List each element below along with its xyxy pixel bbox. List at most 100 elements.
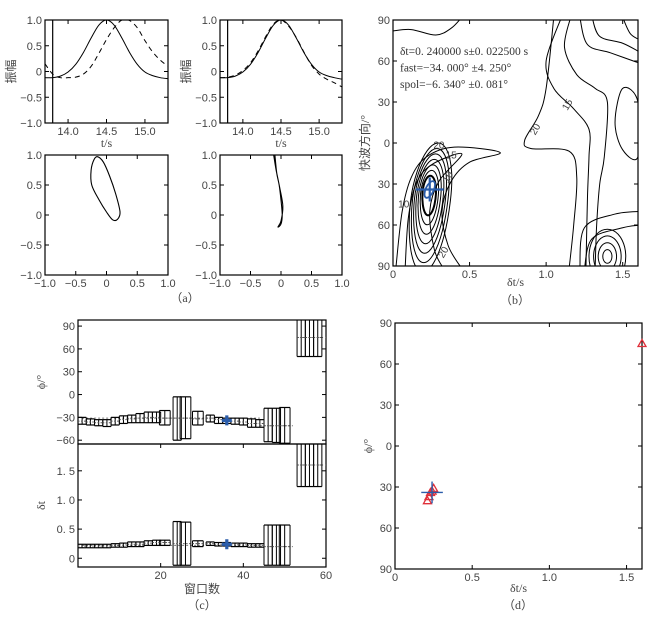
contour-line: [593, 235, 622, 266]
contour-line: [597, 242, 618, 266]
error-bar: [143, 540, 153, 547]
error-bar: [313, 444, 323, 488]
error-bar: [94, 543, 104, 549]
error-bar: [179, 396, 192, 440]
contour-line: [393, 20, 461, 36]
contour-line: [421, 174, 438, 217]
particle-motion-line: [90, 156, 121, 222]
contour-line: [563, 20, 609, 266]
dashed-waveform-line: [220, 20, 342, 88]
contour-line: [579, 20, 638, 64]
x-tick-label: 1.5: [619, 572, 634, 584]
plot-frame: [44, 154, 169, 276]
error-bar: [118, 415, 129, 425]
error-bar: [118, 542, 129, 548]
error-bar: [304, 444, 315, 488]
y-tick-label: 90: [63, 321, 75, 333]
y-tick-label: 1.0: [202, 15, 217, 27]
error-bar: [296, 320, 306, 358]
contour-line: [410, 147, 450, 264]
plot-frame: [44, 19, 169, 124]
scatter-plot: 0 0.5 1.0 1.5 90 60 30 0 30 60 90: [380, 318, 648, 584]
contour-level-label: 20: [528, 122, 543, 138]
error-bar: [246, 418, 257, 428]
y-tick-label: 0: [211, 67, 217, 79]
y-tick-label: −30: [56, 412, 75, 424]
error-bar: [296, 444, 306, 488]
scatter-point-triangle: [636, 338, 648, 348]
y-tick-label: 60: [380, 359, 392, 371]
y-tick-label: 0: [386, 441, 392, 453]
y-tick-label: 1.0: [27, 15, 42, 27]
plot-frame: [392, 19, 639, 267]
delay-time-window-plot: 20 40 60 0 0. 5 1. 0 1. 5: [57, 443, 332, 582]
x-tick-label: 14.0: [57, 126, 78, 138]
x-axis-label: δt/s: [507, 275, 524, 289]
error-bar: [255, 419, 265, 428]
x-tick-label: −0.5: [240, 278, 262, 290]
contour-line: [523, 20, 578, 266]
contour-line: [395, 146, 501, 266]
y-tick-label: −1.0: [195, 118, 217, 130]
y-tick-label: 0: [69, 553, 75, 565]
y-tick-label: 1. 5: [57, 466, 75, 478]
panel-label-a: （a）: [170, 291, 199, 305]
contour-line: [592, 20, 638, 52]
y-tick-label: 30: [378, 179, 390, 191]
x-tick-label: 1.5: [615, 269, 630, 281]
plot-frame: [394, 322, 643, 570]
x-tick-label: −1.0: [34, 278, 56, 290]
contour-line: [614, 86, 638, 161]
x-axis-label: t/s: [101, 136, 113, 150]
error-bar: [85, 418, 96, 426]
plot-frame: [219, 154, 343, 276]
contour-level-label: 10: [398, 200, 410, 211]
plot-frame: [77, 443, 327, 568]
error-bar: [158, 409, 171, 426]
error-bar: [213, 416, 224, 425]
x-tick-label: 15.0: [308, 126, 329, 138]
panel-label-c: （c）: [187, 598, 216, 612]
error-bar: [238, 542, 248, 548]
error-bar: [179, 521, 192, 566]
x-tick-label: 0.5: [465, 572, 480, 584]
y-tick-label: −0.5: [195, 92, 217, 104]
x-tick-label: 1.0: [538, 269, 553, 281]
solid-waveform-line: [220, 20, 342, 80]
contour-level-label: 20: [433, 141, 445, 152]
error-bar: [78, 416, 87, 425]
contour-line: [584, 224, 638, 266]
x-tick-label: 1.0: [542, 572, 557, 584]
y-tick-label: 90: [380, 318, 392, 330]
x-tick-label: 0: [390, 269, 396, 281]
y-tick-label: 0: [36, 210, 42, 222]
y-tick-label: −1.0: [20, 270, 42, 282]
y-tick-label: 30: [63, 367, 75, 379]
error-bar: [158, 539, 171, 547]
y-axis-label: ϕ/°: [361, 439, 375, 454]
y-tick-label: −1.0: [195, 270, 217, 282]
error-bar: [263, 524, 273, 566]
x-axis-label: t/s: [275, 136, 287, 150]
y-tick-label: 0: [211, 210, 217, 222]
y-tick-label: −1.0: [20, 118, 42, 130]
x-tick-label: 0: [103, 278, 109, 290]
error-bar: [85, 543, 96, 549]
x-axis-label: δt/s: [510, 581, 527, 595]
confidence-contour: [423, 180, 436, 199]
solid-waveform-line: [45, 20, 168, 80]
y-tick-label: 0.5: [27, 180, 42, 192]
error-bar: [278, 524, 291, 566]
error-bar: [278, 406, 291, 444]
x-tick-label: 60: [320, 570, 332, 582]
y-tick-label: −0.5: [195, 240, 217, 252]
error-bar: [127, 414, 137, 424]
y-tick-label: 0: [36, 67, 42, 79]
x-tick-label: 40: [237, 570, 249, 582]
error-bar: [102, 419, 112, 428]
panel-label-b: （b）: [500, 293, 530, 307]
x-tick-label: 0.5: [462, 269, 477, 281]
panel-label-d: （d）: [503, 598, 533, 612]
y-tick-label: 0.5: [27, 41, 42, 53]
y-tick-label: 60: [378, 220, 390, 232]
